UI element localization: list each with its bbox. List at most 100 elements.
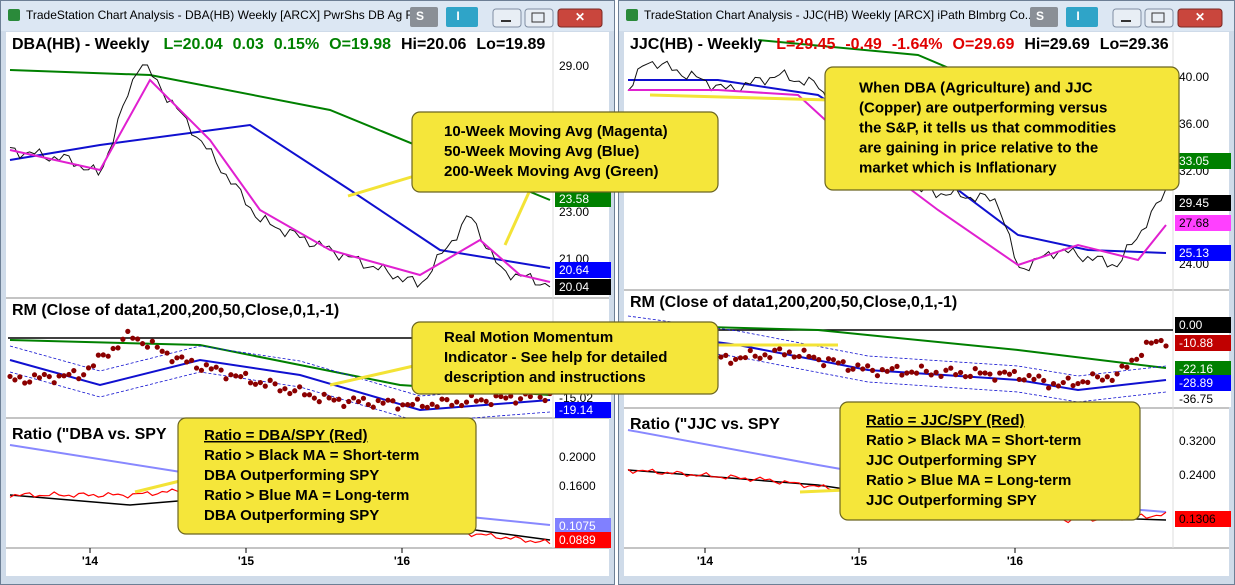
rm-dot	[1055, 383, 1061, 389]
header-field: O=29.69	[953, 36, 1015, 53]
axis-label: 36.00	[1179, 117, 1209, 131]
rm-dot	[503, 395, 509, 401]
window-min-button[interactable]	[492, 8, 522, 28]
callout-text: JJC Outperforming SPY	[866, 492, 1037, 509]
rm-dot	[517, 396, 524, 402]
rm-dot	[948, 365, 954, 371]
toolbar-button[interactable]	[1066, 7, 1098, 27]
x-axis-label: '16	[1007, 554, 1024, 568]
ratio-label: Ratio ("DBA vs. SPY	[12, 426, 167, 443]
rm-dot	[972, 366, 978, 372]
window-min-button[interactable]	[1112, 8, 1142, 28]
header-field: 0.03	[233, 36, 264, 53]
rm-dot	[414, 396, 421, 402]
value-badge	[555, 532, 611, 548]
rm-dot	[351, 395, 357, 401]
callout-pointer	[134, 478, 185, 494]
rm-dot	[767, 354, 773, 361]
rm-dot	[267, 377, 273, 383]
callout-pointer	[347, 173, 419, 198]
rm-dot	[272, 381, 278, 387]
callout-text: description and instructions	[444, 369, 646, 386]
rm-dot	[1119, 363, 1125, 369]
rm-dot	[938, 373, 944, 380]
rm-dot	[346, 398, 352, 405]
rm-dot	[1021, 377, 1027, 383]
rm-band	[9, 345, 551, 397]
rm-dot	[247, 380, 254, 386]
rm-dot	[757, 355, 763, 361]
toolbar-button[interactable]	[410, 7, 438, 27]
window-max-button[interactable]	[524, 8, 554, 28]
rm-dot	[292, 388, 298, 394]
toolbar-button-label: I	[456, 9, 459, 23]
rm-dot	[1138, 352, 1145, 358]
rm-dot	[277, 388, 283, 394]
rm-dot	[513, 400, 519, 406]
callout-pointer	[329, 363, 419, 387]
rm-dot	[1143, 339, 1150, 345]
rm-dot	[791, 354, 797, 360]
rm-dot	[747, 347, 753, 354]
value-badge-label: 0.00	[1179, 318, 1203, 332]
rm-label: RM (Close of data1,200,200,50,Close,0,1,…	[630, 294, 957, 311]
toolbar-button-label: S	[1036, 9, 1044, 23]
rm-dot	[796, 353, 802, 360]
callout-text: Real Motion Momentum	[444, 329, 613, 346]
rm-band	[627, 341, 1167, 403]
toolbar-button[interactable]	[1030, 7, 1058, 27]
rm-dot	[488, 401, 494, 408]
rm-dot	[459, 402, 465, 409]
rm-dot	[409, 401, 416, 408]
rm-dot	[360, 395, 367, 401]
toolbar-button[interactable]	[446, 7, 478, 27]
rm-dot	[830, 357, 837, 363]
callout-text: 200-Week Moving Avg (Green)	[444, 163, 659, 180]
callout-text: When DBA (Agriculture) and JJC	[859, 79, 1093, 96]
rm-dot	[1114, 371, 1120, 377]
rm-dot	[1094, 374, 1101, 380]
window-close-button[interactable]	[557, 8, 603, 28]
rm-dot	[1153, 338, 1159, 345]
value-badge-label: -10.88	[1179, 336, 1213, 350]
ma-10	[9, 78, 551, 283]
rm-dot	[375, 397, 381, 404]
rm-dot	[380, 400, 386, 406]
value-badge-label: 0.1075	[559, 519, 596, 533]
rm-dot	[1158, 337, 1164, 344]
callout-text: Ratio = DBA/SPY (Red)	[204, 427, 368, 444]
rm-dot	[51, 380, 57, 386]
rm-dot	[125, 328, 131, 334]
rm-dot	[478, 397, 484, 403]
window-close-button[interactable]	[1177, 8, 1223, 28]
close-icon: ✕	[575, 10, 585, 24]
rm-dot	[218, 367, 224, 373]
rm-dot	[282, 386, 288, 392]
rm-dot	[41, 371, 47, 378]
callout-box	[177, 417, 477, 535]
callout-text: 10-Week Moving Avg (Magenta)	[444, 123, 668, 140]
rm-dot	[66, 371, 72, 378]
callout-text: (Copper) are outperforming versus	[859, 99, 1107, 116]
window-max-button[interactable]	[1144, 8, 1174, 28]
rm-dot	[1104, 374, 1110, 380]
callout-box	[839, 401, 1141, 521]
rm-dot	[909, 369, 915, 375]
rm-dot	[390, 398, 396, 404]
value-badge-label: 27.68	[1179, 216, 1209, 230]
callout-text: Indicator - See help for detailed	[444, 349, 667, 366]
rm-dot	[198, 367, 205, 373]
rm-dot	[331, 397, 337, 403]
rm-dot	[223, 376, 229, 382]
rm-dot	[777, 346, 783, 352]
rm-dot	[542, 397, 548, 404]
rm-dot	[1163, 343, 1169, 349]
header-field: -1.64%	[892, 36, 943, 53]
rm-dot	[321, 391, 327, 397]
rm-blue	[9, 358, 551, 412]
rm-dot	[159, 348, 165, 354]
x-axis-label: '15	[851, 554, 868, 568]
window-min-icon	[501, 20, 511, 22]
rm-dot	[405, 402, 411, 408]
value-badge-label: -36.75	[1179, 392, 1213, 406]
